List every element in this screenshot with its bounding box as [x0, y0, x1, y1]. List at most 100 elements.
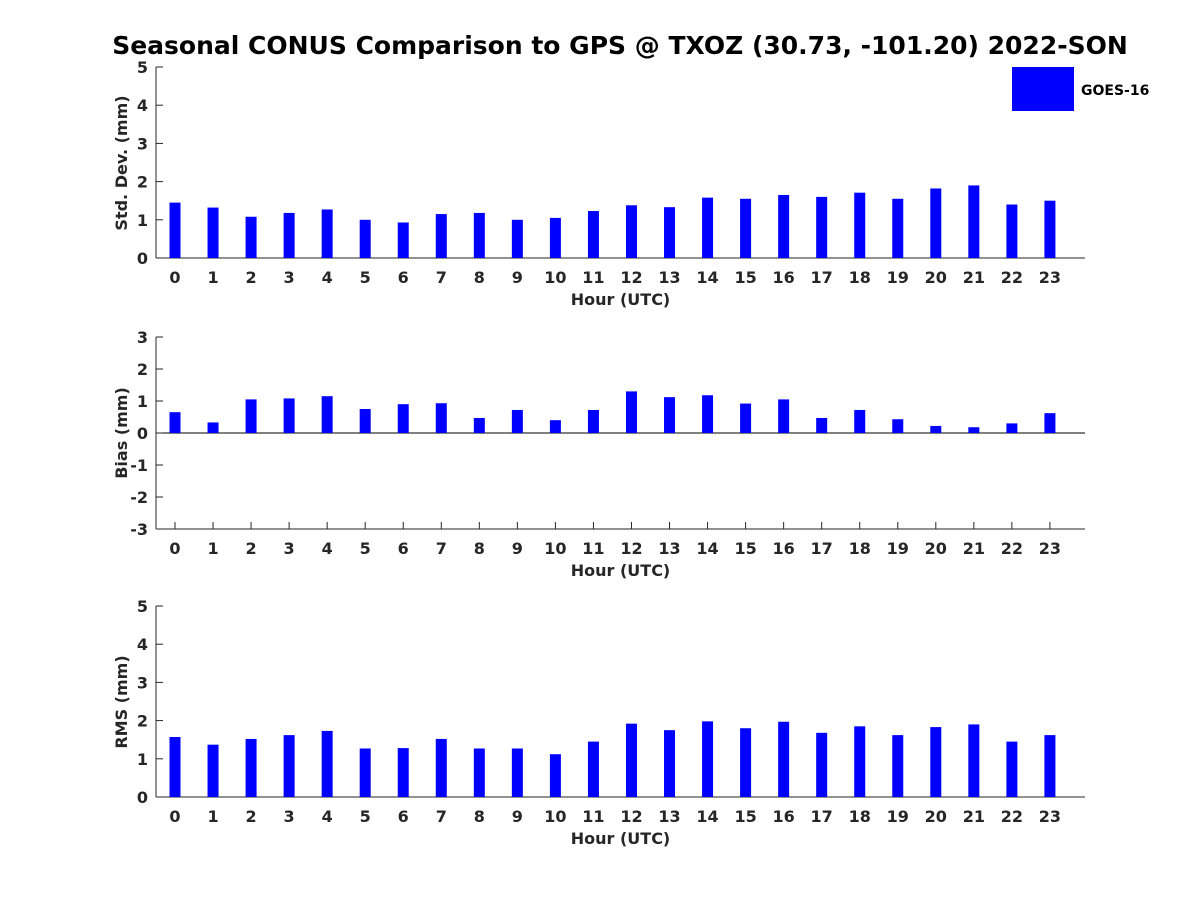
- y-tick-label: 2: [137, 173, 148, 192]
- bar: [778, 194, 790, 258]
- x-tick-label: 0: [169, 539, 180, 558]
- x-axis-label: Hour (UTC): [571, 290, 671, 309]
- x-tick-label: 12: [620, 268, 642, 287]
- x-tick-label: 18: [849, 807, 871, 826]
- bar: [778, 399, 790, 433]
- legend-swatch: [1012, 67, 1074, 111]
- y-tick-label: 4: [137, 635, 148, 654]
- x-tick-label: 21: [963, 807, 985, 826]
- bar: [283, 212, 295, 258]
- x-tick-label: 23: [1039, 807, 1061, 826]
- bar: [892, 419, 904, 433]
- bar: [1044, 413, 1056, 433]
- x-tick-label: 14: [696, 807, 718, 826]
- bar: [930, 188, 942, 258]
- x-tick-label: 4: [322, 807, 333, 826]
- y-axis-label: Std. Dev. (mm): [112, 95, 131, 230]
- legend: GOES-16: [1012, 67, 1149, 111]
- x-axis-label: Hour (UTC): [571, 561, 671, 580]
- y-tick-label: 2: [137, 712, 148, 731]
- x-tick-label: 11: [582, 539, 604, 558]
- y-tick-label: 3: [137, 673, 148, 692]
- x-tick-label: 1: [207, 539, 218, 558]
- x-tick-label: 19: [887, 807, 909, 826]
- x-tick-label: 12: [620, 807, 642, 826]
- x-tick-label: 20: [925, 539, 947, 558]
- y-tick-label: 5: [137, 597, 148, 616]
- x-tick-label: 19: [887, 268, 909, 287]
- bar: [207, 207, 219, 258]
- bar: [816, 417, 828, 433]
- bar: [511, 748, 523, 797]
- x-tick-label: 7: [436, 268, 447, 287]
- x-tick-label: 12: [620, 539, 642, 558]
- x-tick-label: 14: [696, 539, 718, 558]
- bar: [854, 726, 866, 797]
- y-tick-label: -1: [130, 456, 148, 475]
- bar: [702, 721, 714, 797]
- x-tick-label: 18: [849, 539, 871, 558]
- bar: [435, 738, 447, 797]
- y-tick-label: 1: [137, 392, 148, 411]
- bar: [435, 214, 447, 258]
- bar: [207, 422, 219, 433]
- x-axis-label: Hour (UTC): [571, 829, 671, 848]
- bar: [549, 420, 561, 433]
- x-tick-label: 8: [474, 539, 485, 558]
- x-tick-label: 15: [734, 807, 756, 826]
- bar: [1044, 200, 1056, 258]
- bar: [283, 398, 295, 433]
- bar: [1006, 423, 1018, 433]
- x-tick-label: 17: [811, 807, 833, 826]
- bar: [664, 730, 676, 797]
- x-tick-label: 20: [925, 807, 947, 826]
- bar: [702, 395, 714, 433]
- x-tick-label: 15: [734, 268, 756, 287]
- x-tick-label: 15: [734, 539, 756, 558]
- bar: [473, 748, 485, 797]
- bar: [664, 207, 676, 258]
- x-tick-label: 16: [773, 268, 795, 287]
- bar: [816, 196, 828, 258]
- x-tick-label: 22: [1001, 539, 1023, 558]
- x-tick-label: 1: [207, 807, 218, 826]
- x-tick-label: 11: [582, 807, 604, 826]
- bar: [740, 728, 752, 797]
- x-tick-label: 7: [436, 807, 447, 826]
- bar: [321, 730, 333, 797]
- bar: [245, 216, 257, 258]
- bar: [207, 744, 219, 797]
- bar: [397, 222, 409, 258]
- bar: [625, 391, 637, 433]
- x-tick-label: 22: [1001, 268, 1023, 287]
- bar: [359, 219, 371, 258]
- y-tick-label: 3: [137, 328, 148, 347]
- x-tick-label: 21: [963, 268, 985, 287]
- bar: [511, 219, 523, 258]
- x-tick-label: 11: [582, 268, 604, 287]
- bar: [968, 185, 980, 258]
- bar: [245, 738, 257, 797]
- bar: [854, 192, 866, 258]
- x-tick-label: 2: [246, 807, 257, 826]
- bar: [702, 197, 714, 258]
- x-tick-label: 3: [284, 268, 295, 287]
- x-tick-label: 5: [360, 807, 371, 826]
- bar: [778, 721, 790, 797]
- x-tick-label: 8: [474, 268, 485, 287]
- bar: [169, 737, 181, 797]
- y-tick-label: 4: [137, 96, 148, 115]
- y-tick-label: 2: [137, 360, 148, 379]
- x-tick-label: 13: [658, 807, 680, 826]
- y-tick-label: 1: [137, 211, 148, 230]
- x-tick-label: 23: [1039, 268, 1061, 287]
- y-tick-label: 1: [137, 750, 148, 769]
- y-axis-label: Bias (mm): [112, 387, 131, 479]
- y-tick-label: 0: [137, 424, 148, 443]
- bar: [625, 723, 637, 797]
- x-tick-label: 17: [811, 268, 833, 287]
- x-tick-label: 3: [284, 539, 295, 558]
- bar: [816, 732, 828, 797]
